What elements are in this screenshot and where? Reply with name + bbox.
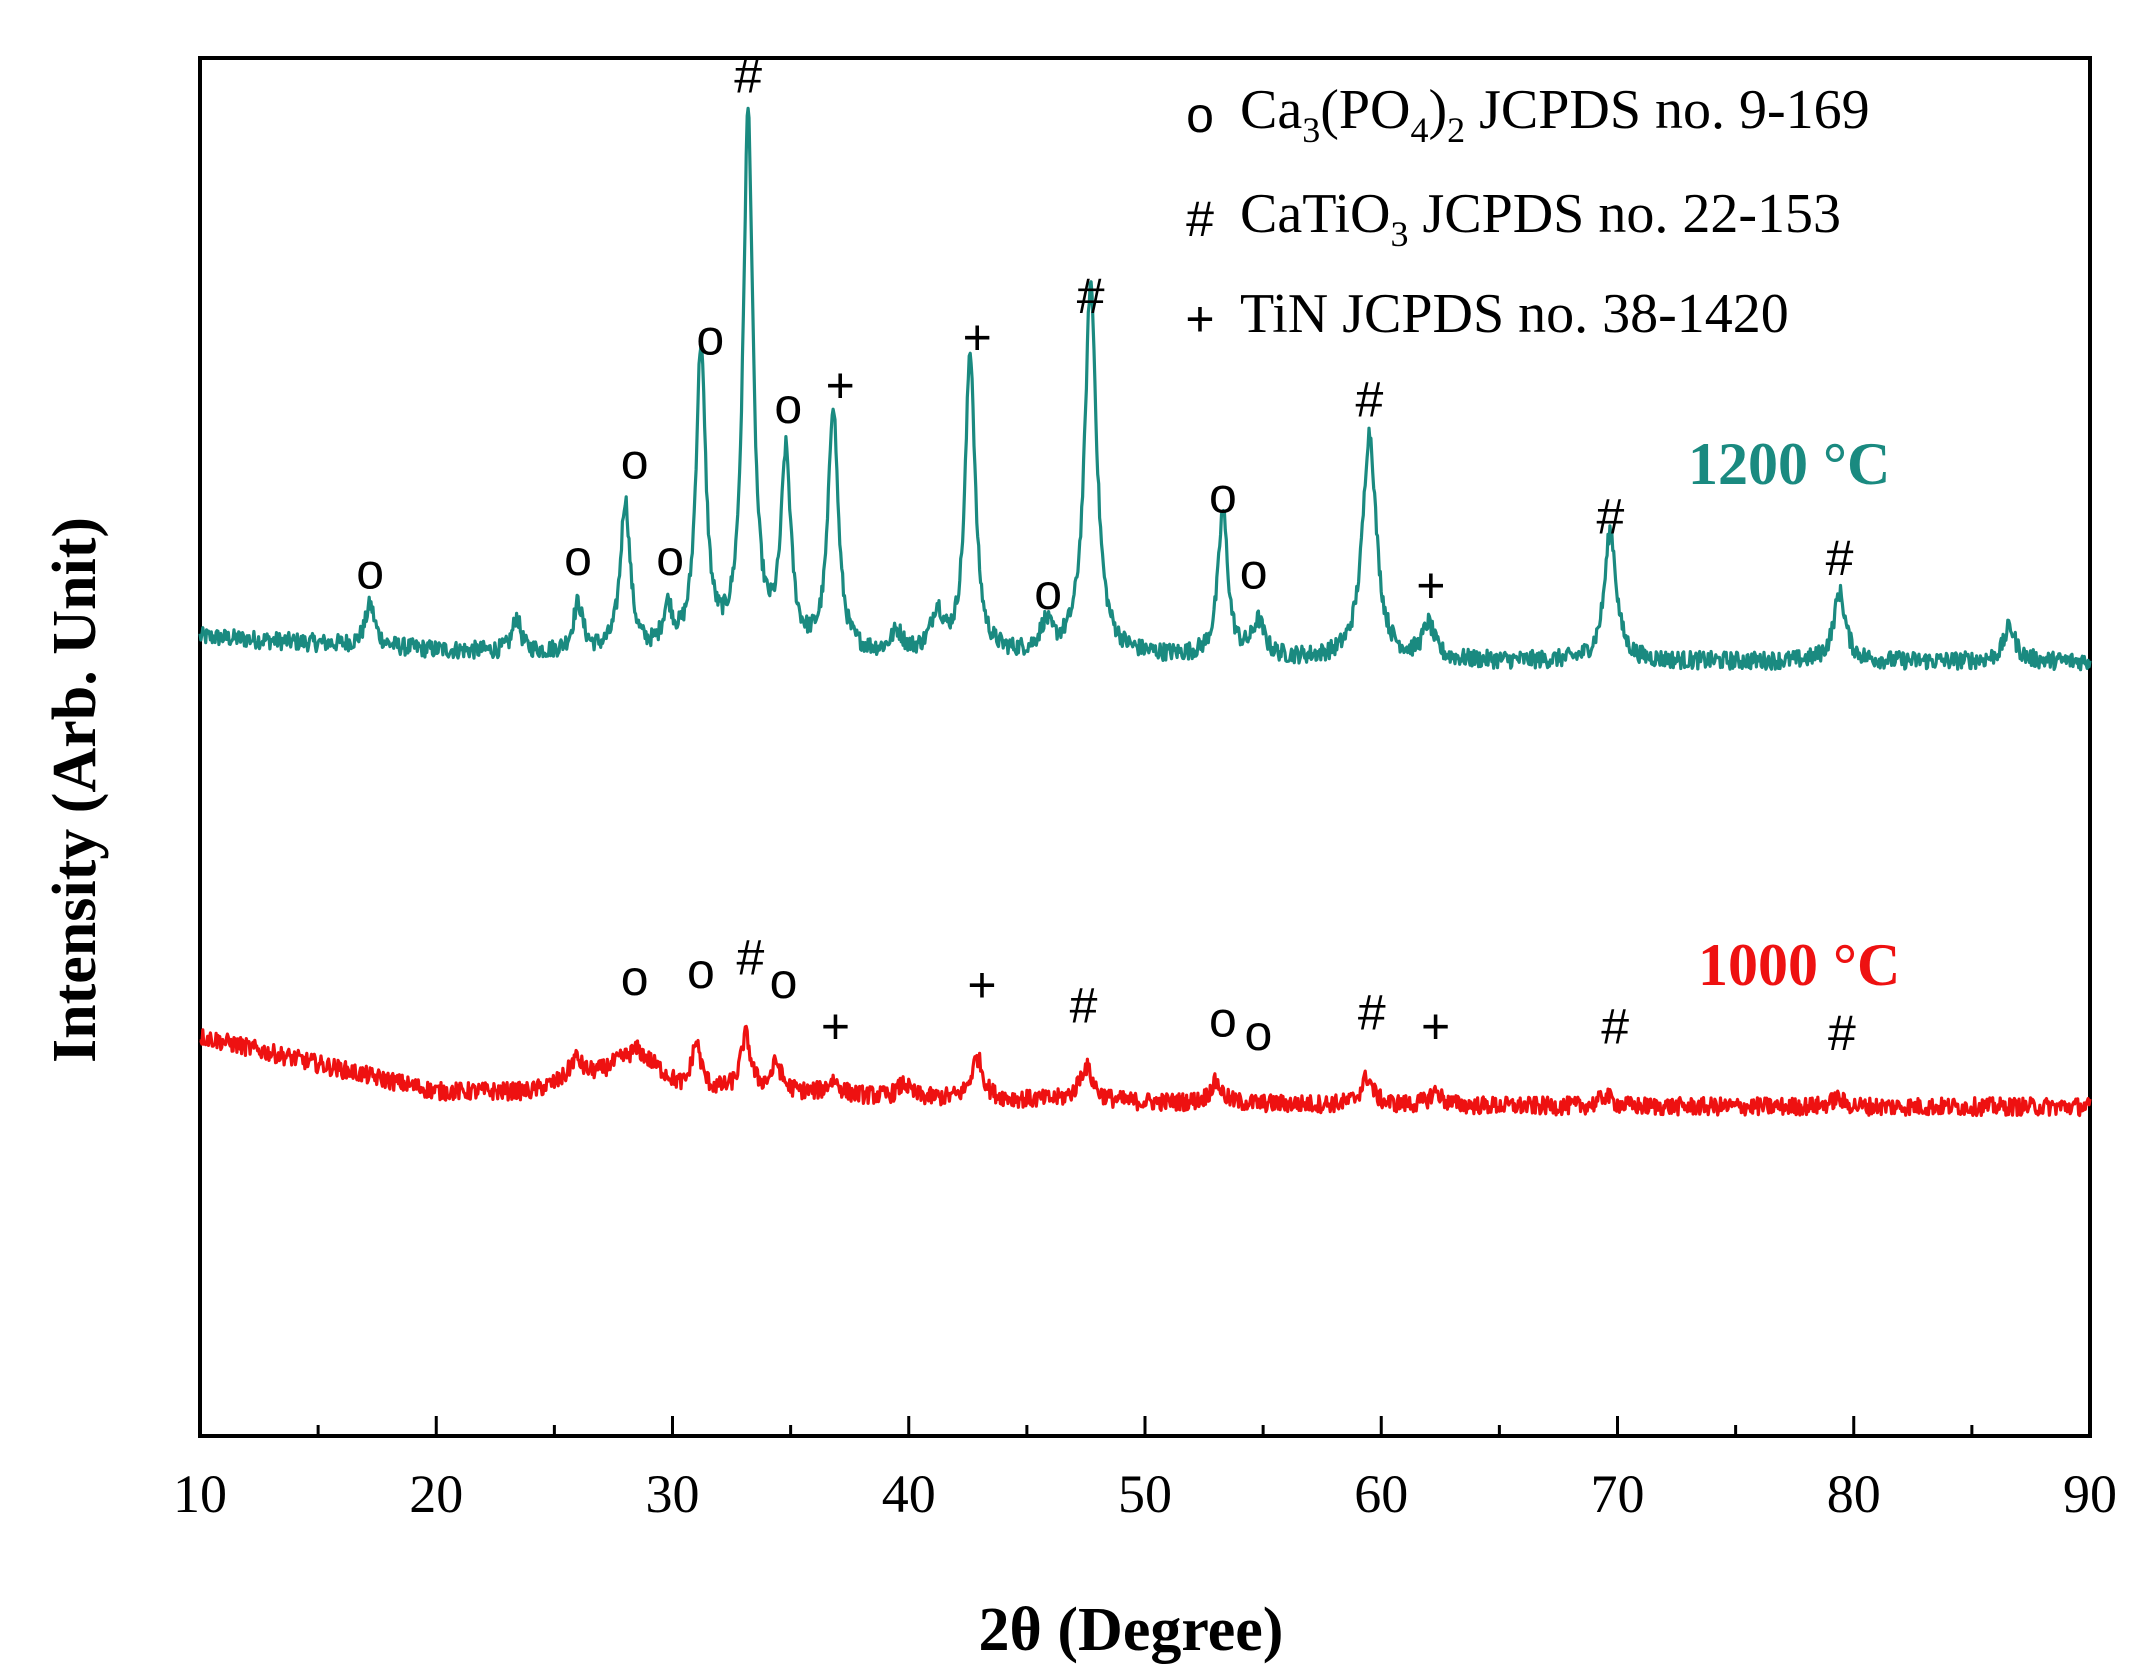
peak-marker: # bbox=[734, 47, 762, 103]
x-tick-label: 30 bbox=[646, 1464, 700, 1524]
peak-marker: o bbox=[621, 433, 649, 489]
peak-marker: # bbox=[1358, 984, 1386, 1040]
legend-symbol-hash: # bbox=[1186, 191, 1214, 247]
y-axis-title: Intensity (Arb. Unit) bbox=[41, 517, 109, 1063]
legend-text-ca3po42: Ca3(PO4)2 JCPDS no. 9-169 bbox=[1240, 79, 1870, 150]
peak-marker: + bbox=[826, 358, 855, 414]
legend-text-tin: TiN JCPDS no. 38-1420 bbox=[1240, 283, 1789, 345]
peak-marker: # bbox=[737, 929, 765, 985]
peak-marker: + bbox=[1421, 998, 1450, 1054]
x-tick-label: 10 bbox=[173, 1464, 227, 1524]
peak-marker: o bbox=[770, 953, 798, 1009]
peak-marker: + bbox=[821, 998, 850, 1054]
x-tick-label: 70 bbox=[1591, 1464, 1645, 1524]
peak-marker: # bbox=[1070, 978, 1098, 1034]
peak-marker: o bbox=[774, 378, 802, 434]
x-tick-label: 90 bbox=[2063, 1464, 2117, 1524]
peak-marker: + bbox=[963, 309, 992, 365]
trace-1000 bbox=[199, 1024, 2092, 1118]
trace-1200 bbox=[198, 106, 2092, 672]
peak-marker: o bbox=[356, 544, 384, 600]
plot-frame bbox=[198, 56, 2092, 1438]
peak-marker: o bbox=[1209, 468, 1237, 524]
peak-marker: # bbox=[1826, 530, 1854, 586]
peak-marker: o bbox=[1244, 1005, 1272, 1061]
x-tick-label: 50 bbox=[1118, 1464, 1172, 1524]
peak-marker: o bbox=[1034, 564, 1062, 620]
peak-marker: + bbox=[967, 957, 996, 1013]
peak-marker: o bbox=[621, 950, 649, 1006]
legend-text-catio3: CaTiO3 JCPDS no. 22-153 bbox=[1240, 183, 1841, 254]
x-tick-label: 80 bbox=[1827, 1464, 1881, 1524]
x-tick-label: 20 bbox=[409, 1464, 463, 1524]
series-label-1200: 1200 °C bbox=[1688, 431, 1890, 497]
peak-marker: # bbox=[1828, 1005, 1856, 1061]
legend: o Ca3(PO4)2 JCPDS no. 9-169 # CaTiO3 JCP… bbox=[1185, 79, 1869, 347]
x-axis-title: 2θ (Degree) bbox=[979, 1596, 1284, 1664]
peak-marker: o bbox=[687, 943, 715, 999]
peak-marker: + bbox=[1416, 557, 1445, 613]
x-axis-ticks: 10 20 30 40 50 60 70 80 90 bbox=[173, 1416, 2117, 1524]
peak-marker: o bbox=[656, 530, 684, 586]
series-label-1000: 1000 °C bbox=[1698, 932, 1900, 998]
x-tick-label: 40 bbox=[882, 1464, 936, 1524]
x-tick-label: 60 bbox=[1354, 1464, 1408, 1524]
traces bbox=[198, 106, 2092, 1118]
peak-marker: o bbox=[696, 309, 724, 365]
peak-marker: # bbox=[1597, 488, 1625, 544]
peak-marker: o bbox=[1209, 991, 1237, 1047]
legend-symbol-plus: + bbox=[1185, 291, 1214, 347]
legend-symbol-circle: o bbox=[1186, 87, 1214, 143]
peak-marker: # bbox=[1356, 371, 1384, 427]
peak-marker: # bbox=[1601, 998, 1629, 1054]
peak-marker: # bbox=[1077, 268, 1105, 324]
peak-marker: o bbox=[1240, 544, 1268, 600]
peak-marker: o bbox=[564, 530, 592, 586]
